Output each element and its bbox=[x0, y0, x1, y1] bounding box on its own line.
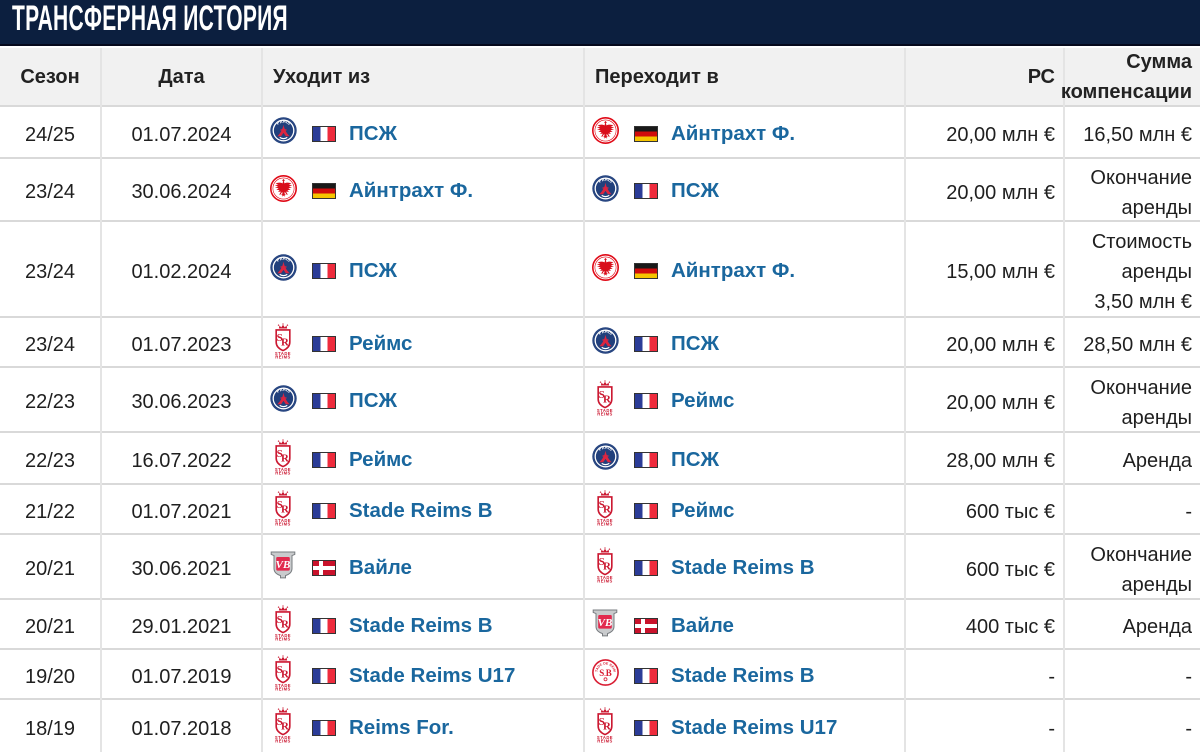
svg-text:STADE: STADE bbox=[275, 351, 291, 356]
svg-text:REIMS: REIMS bbox=[275, 636, 291, 640]
svg-text:REIMS: REIMS bbox=[597, 521, 613, 525]
svg-text:R: R bbox=[603, 503, 611, 515]
svg-text:REIMS: REIMS bbox=[275, 470, 291, 474]
svg-text:STADE: STADE bbox=[597, 408, 613, 413]
svg-text:STADE: STADE bbox=[597, 735, 613, 740]
svg-text:STADE: STADE bbox=[275, 633, 291, 638]
svg-text:S: S bbox=[599, 389, 605, 401]
svg-text:REIMS: REIMS bbox=[597, 738, 613, 742]
svg-text:REIMS: REIMS bbox=[597, 579, 613, 583]
svg-text:S: S bbox=[277, 716, 283, 728]
svg-text:STADE: STADE bbox=[597, 575, 613, 580]
svg-text:R: R bbox=[603, 720, 611, 732]
svg-text:STADE: STADE bbox=[275, 467, 291, 472]
svg-text:REIMS: REIMS bbox=[275, 686, 291, 690]
svg-text:PARIS: PARIS bbox=[597, 176, 613, 183]
svg-text:PARIS: PARIS bbox=[275, 119, 291, 126]
svg-text:R: R bbox=[281, 336, 289, 348]
svg-text:R: R bbox=[603, 560, 611, 572]
svg-text:R: R bbox=[281, 503, 289, 515]
svg-text:REIMS: REIMS bbox=[597, 412, 613, 416]
svg-text:PARIS: PARIS bbox=[275, 386, 291, 393]
svg-text:S: S bbox=[277, 448, 283, 460]
svg-text:STADE: STADE bbox=[275, 735, 291, 740]
svg-text:R: R bbox=[281, 452, 289, 464]
svg-text:PARIS: PARIS bbox=[597, 329, 613, 336]
svg-text:STADE: STADE bbox=[275, 518, 291, 523]
svg-text:S: S bbox=[599, 499, 605, 511]
svg-text:R: R bbox=[281, 618, 289, 630]
svg-text:REIMS: REIMS bbox=[275, 354, 291, 358]
svg-text:REIMS: REIMS bbox=[275, 521, 291, 525]
svg-text:VB: VB bbox=[276, 559, 291, 571]
svg-text:S: S bbox=[277, 499, 283, 511]
svg-text:S: S bbox=[599, 716, 605, 728]
svg-text:S: S bbox=[277, 614, 283, 626]
svg-text:S: S bbox=[277, 332, 283, 344]
svg-text:STADE: STADE bbox=[275, 683, 291, 688]
svg-text:R: R bbox=[603, 393, 611, 405]
svg-text:S: S bbox=[599, 556, 605, 568]
svg-text:REIMS: REIMS bbox=[275, 738, 291, 742]
svg-text:STADE: STADE bbox=[597, 518, 613, 523]
svg-text:PARIS: PARIS bbox=[275, 256, 291, 263]
svg-text:S.B: S.B bbox=[599, 668, 612, 678]
svg-text:R: R bbox=[281, 720, 289, 732]
svg-text:VB: VB bbox=[598, 616, 613, 628]
svg-text:PARIS: PARIS bbox=[597, 445, 613, 452]
svg-text:S: S bbox=[277, 664, 283, 676]
svg-text:R: R bbox=[281, 668, 289, 680]
